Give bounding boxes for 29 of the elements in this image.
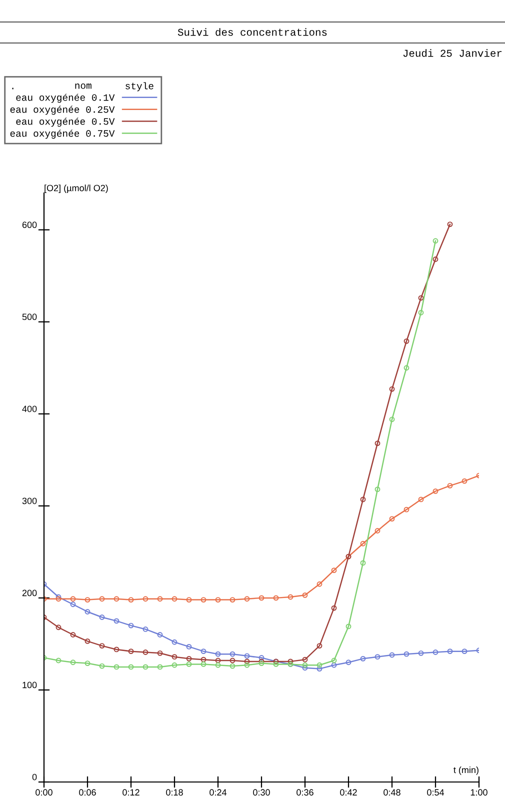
legend-label: eau oxygénée 0.75V xyxy=(10,130,115,139)
legend-label: eau oxygénée 0.5V xyxy=(16,118,115,127)
x-tick-label: 0:18 xyxy=(166,789,183,796)
x-tick-label: 0:00 xyxy=(36,789,52,796)
chart-subtitle: Jeudi 25 Janvier xyxy=(403,49,502,57)
y-tick-label: 500 xyxy=(22,314,37,320)
x-tick-label: 0:36 xyxy=(296,789,314,796)
legend-label: eau oxygénée 0.25V xyxy=(10,106,115,115)
x-tick-label: 0:06 xyxy=(79,789,96,796)
y-tick-label: 600 xyxy=(22,222,37,228)
y-tick-label: 400 xyxy=(22,406,37,412)
chart-title: Suivi des concentrations xyxy=(178,28,327,36)
x-axis-title: t (min) xyxy=(454,766,478,775)
text: . xyxy=(12,88,14,90)
legend-title: nom xyxy=(75,84,92,89)
y-tick-label: 200 xyxy=(22,590,37,596)
x-tick-label: 0:42 xyxy=(340,789,357,796)
text: style xyxy=(126,82,154,92)
x-tick-label: 0:12 xyxy=(122,789,140,796)
x-tick-label: 0:54 xyxy=(427,789,444,796)
y-tick-label: 0 xyxy=(32,774,37,780)
x-tick-label: 0:30 xyxy=(253,789,270,796)
x-tick-label: 0:24 xyxy=(210,789,227,796)
y-axis-title: [O2] (µmol/l O2) xyxy=(44,184,108,193)
y-tick-label: 300 xyxy=(22,498,37,504)
x-tick-label: 1:00 xyxy=(470,789,488,796)
x-tick-label: 0:48 xyxy=(384,789,400,796)
y-tick-label: 100 xyxy=(22,682,37,688)
legend-label: eau oxygénée 0.1V xyxy=(16,94,115,103)
